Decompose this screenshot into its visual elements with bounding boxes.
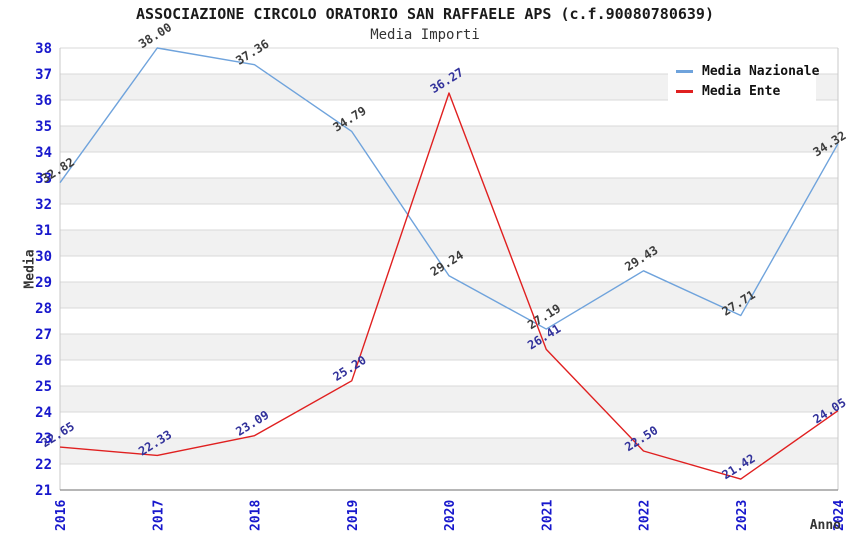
- legend-label: Media Nazionale: [702, 63, 820, 79]
- plot-band: [60, 178, 838, 204]
- legend-item-0: Media Nazionale: [676, 61, 819, 81]
- y-tick-label: 27: [35, 327, 52, 343]
- x-tick-label: 2021: [540, 500, 555, 531]
- x-tick-label: 2019: [346, 500, 361, 531]
- x-tick-label: 2017: [151, 500, 166, 531]
- y-tick-label: 28: [35, 301, 52, 317]
- plot-band: [60, 360, 838, 386]
- plot-band: [60, 438, 838, 464]
- series-media-ente: [59, 92, 839, 480]
- chart-subtitle: Media Importi: [370, 27, 480, 43]
- y-tick-label: 22: [35, 457, 52, 473]
- x-tick-label: 2016: [54, 500, 69, 531]
- y-tick-label: 34: [35, 145, 52, 161]
- y-tick-label: 30: [35, 249, 52, 265]
- y-axis-title: Media: [22, 249, 38, 289]
- plot-band: [60, 308, 838, 334]
- legend: Media Nazionale Media Ente: [668, 54, 819, 108]
- y-tick-label: 36: [35, 93, 52, 109]
- plot-band: [60, 204, 838, 230]
- y-tick-label: 26: [35, 353, 52, 369]
- plot-band: [60, 282, 838, 308]
- y-tick-label: 35: [35, 119, 52, 135]
- y-tick-label: 33: [35, 171, 52, 187]
- y-tick-label: 37: [35, 67, 52, 83]
- plot-band: [60, 230, 838, 256]
- plot-band: [60, 464, 838, 490]
- y-tick-labels: 21 22 23 24 25 26 27 28 29 30 31 32 33 34 35 36 37 38: [35, 41, 52, 499]
- y-tick-label: 31: [35, 223, 52, 239]
- x-tick-label: 2018: [249, 500, 264, 531]
- y-tick-label: 29: [35, 275, 52, 291]
- series-line: [59, 47, 839, 330]
- x-tick-labels: 2016 2017 2018 2019 2020 2021 2022 2023 2024: [54, 500, 847, 531]
- plot-band: [60, 386, 838, 412]
- y-tick-label: 24: [35, 405, 52, 421]
- x-axis-title: Anno: [809, 518, 841, 533]
- plot-band: [60, 152, 838, 178]
- legend-item-1: Media Ente: [676, 81, 810, 101]
- plot-bands: [60, 48, 838, 490]
- x-tick-label: 2023: [735, 500, 750, 531]
- series-media-nazionale: [59, 47, 839, 330]
- chart-title: ASSOCIAZIONE CIRCOLO ORATORIO SAN RAFFAE…: [136, 5, 714, 23]
- y-tick-label: 32: [35, 197, 52, 213]
- y-tick-label: 38: [35, 41, 52, 57]
- legend-marker-icon: [676, 69, 693, 73]
- y-tick-label: 25: [35, 379, 52, 395]
- x-tick-label: 2020: [443, 500, 458, 531]
- plot-band: [60, 256, 838, 282]
- y-tick-label: 23: [35, 431, 52, 447]
- series-line: [59, 92, 839, 480]
- plot-band: [60, 334, 838, 360]
- legend-marker-icon: [676, 89, 693, 93]
- plot-band: [60, 412, 838, 438]
- x-tick-label: 2024: [832, 500, 847, 531]
- y-tick-label: 21: [35, 483, 52, 499]
- point-label: 38.00: [136, 20, 174, 51]
- plot-band: [60, 126, 838, 152]
- x-tick-label: 2022: [638, 500, 653, 531]
- legend-label: Media Ente: [702, 83, 781, 99]
